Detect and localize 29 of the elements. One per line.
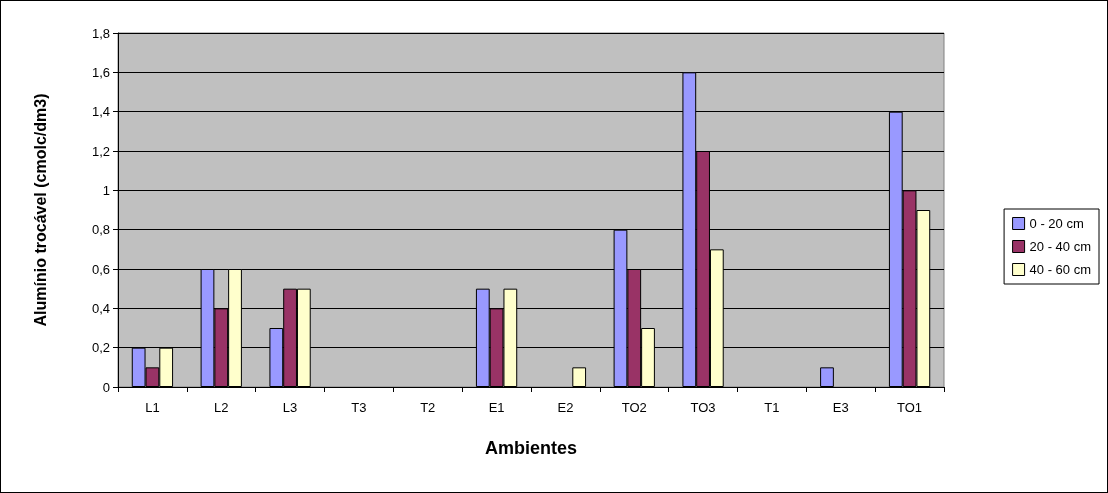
legend-label: 40 - 60 cm — [1029, 262, 1092, 277]
x-tick-label: E2 — [557, 400, 574, 415]
x-tick-label: L2 — [214, 400, 229, 415]
x-tick-label: TO1 — [897, 400, 923, 415]
x-tick-label: TO2 — [621, 400, 647, 415]
legend-label: 20 - 40 cm — [1029, 239, 1092, 254]
bar — [572, 367, 587, 387]
y-tick-label: 0 — [102, 379, 110, 395]
y-tick-label: 0,4 — [91, 300, 110, 316]
x-tick-label: T1 — [764, 400, 780, 415]
y-tick-label: 1,2 — [91, 143, 110, 159]
legend-label: 0 - 20 cm — [1029, 216, 1084, 231]
y-tick-label: 0,6 — [91, 261, 110, 277]
x-axis-title: Ambientes — [484, 438, 578, 458]
y-axis-title: Alumínio trocável (cmolc/dm3) — [31, 93, 49, 327]
bar — [820, 367, 834, 387]
y-tick-label: 1,4 — [91, 104, 110, 120]
y-tick-label: 0,8 — [91, 222, 110, 238]
y-tick-label: 1,8 — [91, 25, 110, 41]
y-tick-label: 1 — [102, 182, 110, 198]
x-tick-label: L3 — [282, 400, 298, 415]
x-tick-label: L1 — [145, 400, 160, 415]
x-tick-label: E1 — [488, 400, 505, 415]
x-tick-label: E3 — [832, 400, 849, 415]
x-tick-label: T3 — [351, 400, 367, 415]
y-tick-label: 1,6 — [91, 64, 110, 80]
x-tick-label: TO3 — [690, 400, 716, 415]
y-tick-label: 0,2 — [91, 340, 110, 356]
x-tick-label: T2 — [420, 400, 436, 415]
